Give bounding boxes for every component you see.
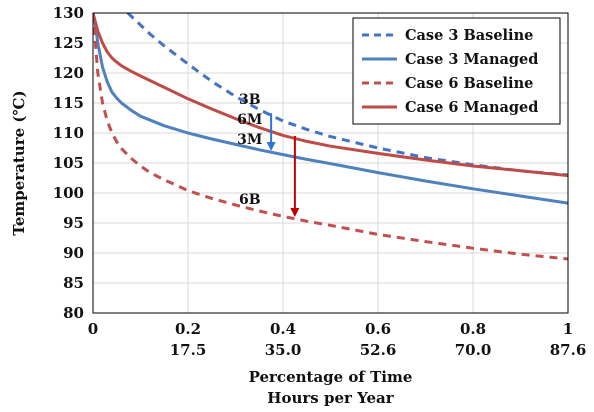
x-tick-label: 0.8 bbox=[460, 320, 486, 338]
plot-area-frame bbox=[92, 12, 569, 314]
y-tick-label: 120 bbox=[53, 64, 84, 82]
legend-label: Case 3 Baseline bbox=[405, 27, 533, 44]
x-tick-label-hours: 35.0 bbox=[265, 341, 302, 359]
x-tick-label: 0.2 bbox=[175, 320, 201, 338]
y-tick-label: 80 bbox=[63, 304, 84, 322]
x-tick-label: 0.6 bbox=[365, 320, 391, 338]
x-tick-label-hours: 52.6 bbox=[360, 341, 397, 359]
legend-label: Case 6 Baseline bbox=[405, 75, 533, 92]
x-tick-label: 1 bbox=[563, 320, 573, 338]
series-group bbox=[93, 13, 568, 261]
annotations-group: 3B 6M 3M 6B bbox=[237, 92, 262, 208]
y-tick-label: 105 bbox=[53, 154, 84, 172]
series-line bbox=[93, 13, 568, 261]
y-tick-label: 115 bbox=[53, 94, 84, 112]
arrow-head bbox=[290, 208, 300, 217]
series-annotation: 3B bbox=[239, 92, 261, 108]
x-axis-title: Percentage of Time bbox=[249, 368, 413, 386]
arrows-group bbox=[266, 113, 300, 217]
series-annotation: 6M bbox=[237, 112, 262, 128]
y-tick-label: 110 bbox=[53, 124, 84, 142]
y-ticks: 80 85 90 95 100 105 110 115 120 125 130 bbox=[53, 4, 84, 322]
x-axis-title-secondary: Hours per Year bbox=[267, 389, 394, 407]
x-tick-label: 0 bbox=[88, 320, 98, 338]
series-annotation: 6B bbox=[239, 192, 261, 208]
x-tick-label-hours: 17.5 bbox=[170, 341, 207, 359]
x-tick-label-hours: 87.6 bbox=[550, 341, 587, 359]
y-tick-label: 90 bbox=[63, 244, 84, 262]
legend: Case 3 Baseline Case 3 Managed Case 6 Base… bbox=[352, 17, 561, 125]
y-tick-label: 125 bbox=[53, 34, 84, 52]
x-tick-label-hours: 70.0 bbox=[455, 341, 492, 359]
legend-label: Case 3 Managed bbox=[405, 51, 538, 68]
y-tick-label: 95 bbox=[63, 214, 84, 232]
arrow-head bbox=[266, 142, 276, 151]
y-tick-label: 85 bbox=[63, 274, 84, 292]
series-annotation: 3M bbox=[237, 132, 262, 148]
series-line bbox=[93, 13, 568, 205]
series-line bbox=[93, 13, 568, 178]
y-tick-label: 100 bbox=[53, 184, 84, 202]
x-ticks: 0 0.2 17.5 0.4 35.0 0.6 52.6 0.8 70.0 1 87.6 bbox=[88, 320, 586, 359]
y-axis-title: Temperature (℃) bbox=[10, 90, 28, 235]
legend-label: Case 6 Managed bbox=[405, 99, 538, 116]
y-tick-label: 130 bbox=[53, 4, 84, 22]
x-tick-label: 0.4 bbox=[270, 320, 296, 338]
